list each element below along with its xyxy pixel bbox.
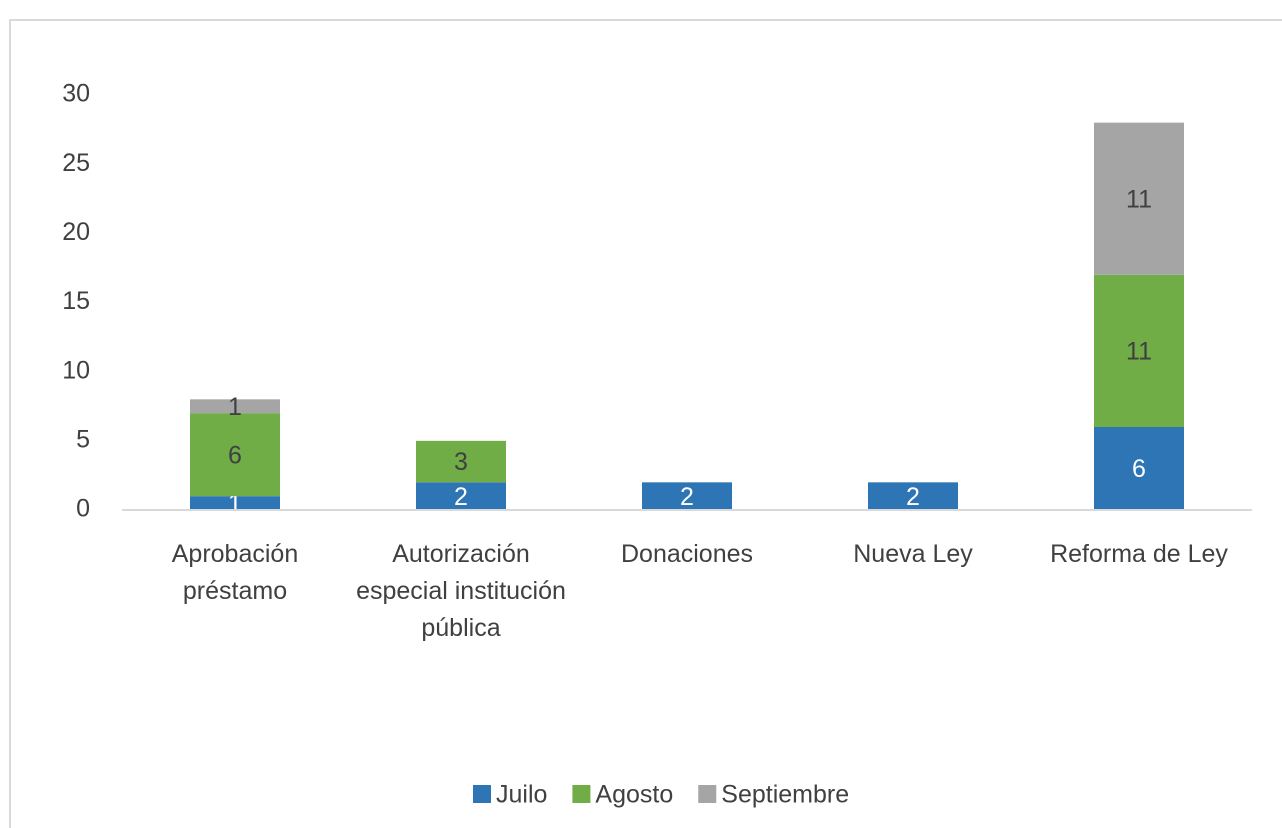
legend-label: Septiembre <box>721 781 849 809</box>
chart-border <box>9 19 1282 828</box>
x-tick-label: Aprobación préstamo <box>171 540 299 605</box>
data-label: 2 <box>906 483 920 511</box>
y-tick-label: 0 <box>76 495 90 523</box>
bar-segment <box>190 399 280 414</box>
bar-segment <box>1094 274 1184 427</box>
y-tick-label: 25 <box>62 149 90 177</box>
bar-segment <box>416 440 506 483</box>
bar-segment <box>868 482 958 510</box>
data-label: 2 <box>680 483 694 511</box>
bar-segment <box>190 413 280 497</box>
x-tick-label: Donaciones <box>620 540 754 568</box>
y-tick-label: 20 <box>62 218 90 246</box>
bar-segment <box>1094 427 1184 510</box>
bar-segment <box>190 496 280 510</box>
y-tick-label: 15 <box>62 287 90 315</box>
x-tick-label: Nueva Ley <box>853 540 973 568</box>
bar-segment <box>642 482 732 510</box>
data-label: 3 <box>454 448 468 476</box>
legend-swatch <box>572 785 591 803</box>
legend-swatch <box>473 785 491 803</box>
bar-segment <box>416 482 506 510</box>
legend-swatch <box>698 785 717 803</box>
x-tick-label: Autorización especial institución públic… <box>356 540 566 642</box>
data-label: 11 <box>1126 185 1152 213</box>
data-label: 6 <box>228 441 242 469</box>
y-tick-label: 5 <box>76 425 90 453</box>
y-tick-label: 30 <box>62 80 90 108</box>
data-label: 6 <box>1132 455 1146 483</box>
x-tick-label: Reforma de Ley <box>1050 540 1228 568</box>
data-label: 1 <box>228 393 242 421</box>
data-label: 11 <box>1126 338 1152 366</box>
y-tick-label: 10 <box>62 356 90 384</box>
legend-label: Juilo <box>496 781 547 809</box>
data-label: 2 <box>454 483 468 511</box>
bar-segment <box>1094 122 1184 275</box>
legend-label: Agosto <box>595 781 673 809</box>
